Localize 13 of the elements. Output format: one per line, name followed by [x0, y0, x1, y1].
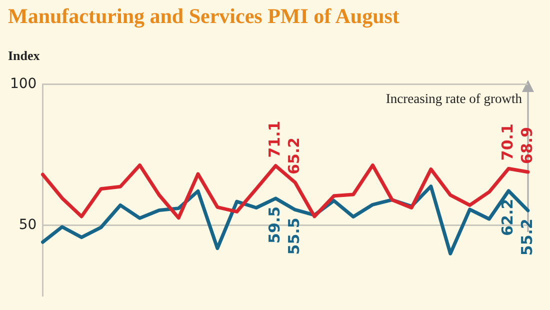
chart-title: Manufacturing and Services PMI of August — [8, 4, 400, 29]
data-label: 55.2 — [518, 218, 536, 256]
y-tick-label: 50 — [18, 216, 37, 233]
data-label: 59.5 — [266, 206, 284, 244]
annotation: Increasing rate of growth — [386, 91, 522, 107]
data-label: 62.2 — [498, 198, 516, 236]
data-label: 65.2 — [284, 137, 303, 174]
data-label: 68.9 — [518, 126, 536, 164]
data-label: 55.5 — [284, 218, 303, 255]
y-tick-label: 100 — [10, 76, 37, 92]
data-label: 71.1 — [266, 120, 284, 158]
data-label: 70.1 — [498, 124, 516, 161]
y-axis-title: Index — [8, 48, 40, 64]
